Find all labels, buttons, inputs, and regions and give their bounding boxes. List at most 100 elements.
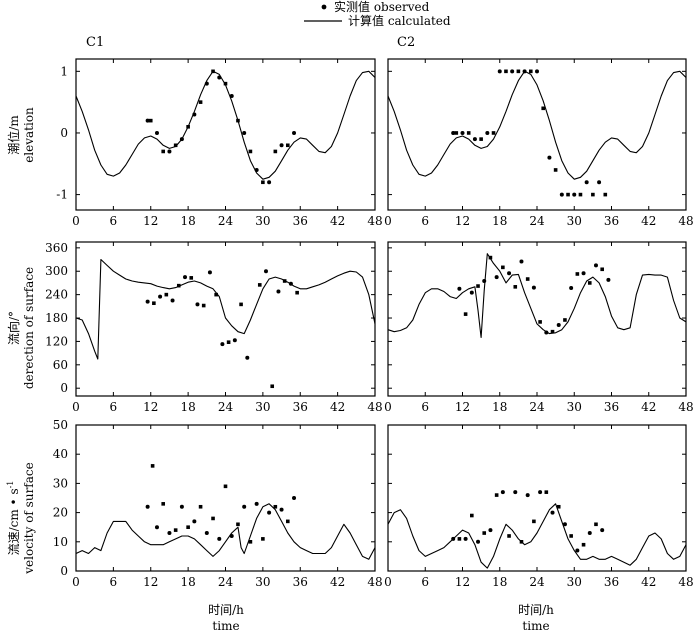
c1-velocity-observed-point <box>204 531 209 536</box>
c2-elevation-observed-point <box>553 168 558 172</box>
c2-direction-observed-point <box>501 265 505 270</box>
c2-direction-observed-point <box>587 281 592 285</box>
c2-elevation-observed-point <box>541 106 546 111</box>
xlabel-right: 时间/h time <box>518 603 554 633</box>
c1-velocity-observed-point <box>254 501 259 506</box>
c2-velocity-x-tick-label: 18 <box>492 575 507 589</box>
c1-elevation-observed-point <box>198 100 203 104</box>
c1-elevation-x-tick-label: 6 <box>110 214 118 228</box>
c1-velocity-observed-point <box>150 464 155 468</box>
c2-elevation-observed-point <box>516 69 521 74</box>
panel-c1-elevation: 0 6 12 18 24 30 36 42 48 -1 0 1 <box>56 58 383 228</box>
c2-velocity-observed-point <box>538 490 543 495</box>
c2-velocity-observed-point <box>488 528 493 533</box>
c1-elevation-x-tick-label: 18 <box>180 214 195 228</box>
legend-calculated-label: 计算值 calculated <box>348 13 451 28</box>
c2-velocity-observed-point <box>476 539 481 544</box>
panel-c1-direction: 0 6 12 18 24 30 36 42 48 0 60 120 180 240 300 360 <box>45 241 383 414</box>
c2-velocity-x-tick-label: 36 <box>604 575 619 589</box>
c2-direction-x-tick-label: 24 <box>529 400 545 414</box>
ylabel-velocity: 流速/cm • s-1 velocity of surface <box>6 462 36 574</box>
c2-elevation-x-tick-label: 12 <box>455 214 470 228</box>
c1-elevation-observed-point <box>292 130 297 135</box>
c1-velocity-x-tick-label: 6 <box>110 575 118 589</box>
c2-direction-observed-point <box>457 286 462 291</box>
xlabel-right-zh: 时间/h <box>518 603 554 617</box>
c2-elevation-observed-point <box>535 69 539 74</box>
c2-velocity-observed-point <box>587 531 592 536</box>
c2-elevation-plot-frame <box>387 58 687 211</box>
c1-elevation-observed-point <box>154 130 159 135</box>
xlabel-left-zh: 时间/h <box>208 603 244 617</box>
panel-title-c2: C2 <box>397 35 415 50</box>
c2-velocity-calculated-line <box>387 503 687 569</box>
c2-direction-x-tick-label: 0 <box>384 400 392 414</box>
c2-elevation-observed-point <box>479 137 483 141</box>
c1-elevation-observed-point <box>167 149 172 154</box>
c2-velocity-observed-point <box>550 510 555 515</box>
c1-direction-observed-point <box>145 299 150 304</box>
c1-velocity-observed-point <box>223 484 228 489</box>
c2-velocity-observed-point <box>513 490 518 495</box>
c1-direction-observed-point <box>282 279 287 283</box>
c2-elevation-observed-point <box>547 155 552 160</box>
c1-direction-x-tick-label: 0 <box>72 400 80 414</box>
c2-velocity-observed-point <box>575 548 580 553</box>
c1-direction-observed-point <box>170 298 175 303</box>
c2-velocity-observed-point <box>470 513 474 518</box>
c1-velocity-y-tick-label: 10 <box>53 535 68 549</box>
c1-velocity-observed-point <box>198 504 203 509</box>
c1-elevation-observed-point <box>145 118 150 123</box>
c1-elevation-observed-point <box>261 180 265 185</box>
c2-direction-observed-point <box>513 285 518 289</box>
c2-direction-observed-point <box>593 263 598 268</box>
c1-direction-plot-frame <box>75 241 376 397</box>
c1-direction-y-tick-label: 0 <box>60 381 68 395</box>
c2-elevation-observed-point <box>485 130 490 135</box>
c1-velocity-x-tick-label: 42 <box>330 575 345 589</box>
c1-direction-observed-point <box>220 342 225 347</box>
c1-elevation-observed-point <box>254 167 259 172</box>
c2-velocity-observed-point <box>532 519 536 524</box>
ylabel-velocity-en: velocity of surface <box>22 462 36 574</box>
c2-elevation-x-tick-label: 30 <box>567 214 582 228</box>
c2-direction-observed-point <box>525 277 530 281</box>
c2-elevation-observed-point <box>454 131 459 135</box>
c2-elevation-x-tick-label: 42 <box>641 214 656 228</box>
c1-velocity-observed-point <box>217 536 222 541</box>
c1-direction-observed-point <box>195 302 200 307</box>
legend-observed-marker <box>321 4 327 10</box>
c2-velocity-x-tick-label: 30 <box>567 575 582 589</box>
c1-direction-x-tick-label: 42 <box>330 400 345 414</box>
c1-elevation-observed-point <box>192 112 197 117</box>
c2-direction-observed-point <box>469 290 474 295</box>
c2-direction-observed-point <box>600 267 604 272</box>
c2-elevation-observed-point <box>460 130 465 135</box>
c1-elevation-observed-point <box>204 81 209 86</box>
c1-velocity-observed-point <box>186 525 190 529</box>
c1-direction-observed-point <box>183 275 188 280</box>
c2-velocity-observed-point <box>562 522 567 527</box>
c1-velocity-y-tick-label: 50 <box>53 418 68 432</box>
c2-elevation-observed-point <box>451 130 456 135</box>
c2-elevation-observed-point <box>504 69 508 74</box>
c2-velocity-observed-point <box>500 490 505 495</box>
c2-direction-observed-point <box>550 329 555 334</box>
ylabel-elevation-en: elevation <box>22 107 36 163</box>
c2-direction-x-tick-label: 12 <box>455 400 470 414</box>
c1-velocity-calculated-line <box>75 503 376 560</box>
c2-direction-x-tick-label: 42 <box>641 400 656 414</box>
ylabel-velocity-sup: -1 <box>6 481 15 489</box>
c2-velocity-x-tick-label: 42 <box>641 575 656 589</box>
c2-velocity-observed-point <box>457 537 462 541</box>
c2-velocity-observed-point <box>556 504 561 509</box>
c1-direction-observed-point <box>239 302 243 307</box>
ylabel-direction: 流向/° derection of surface <box>6 267 36 389</box>
c1-direction-x-tick-label: 12 <box>143 400 158 414</box>
c2-elevation-observed-point <box>572 192 577 197</box>
c2-direction-x-tick-label: 36 <box>604 400 619 414</box>
c2-velocity-observed-point <box>507 534 511 538</box>
panel-c1-velocity: 0 6 12 18 24 30 36 42 48 0 10 20 30 40 50 <box>53 418 383 589</box>
c2-velocity-x-tick-label: 24 <box>529 575 545 589</box>
panel-c2-elevation: 0 6 12 18 24 30 36 42 48 <box>384 58 694 228</box>
